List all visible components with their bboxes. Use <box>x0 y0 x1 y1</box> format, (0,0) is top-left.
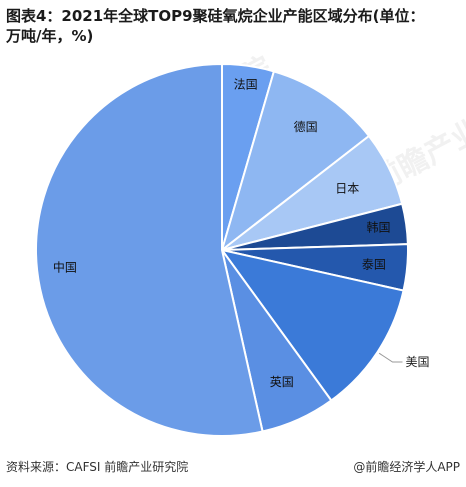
label-leader-line <box>378 352 403 363</box>
brand-credit: @前瞻经济学人APP <box>353 460 460 474</box>
pie-slice <box>220 70 371 253</box>
chart-title: 图表4：2021年全球TOP9聚硅氧烷企业产能区域分布(单位：万吨/年，%) <box>6 7 425 45</box>
slice-label: 德国 <box>294 119 318 134</box>
slice-label: 韩国 <box>367 220 391 235</box>
slice-label: 英国 <box>270 375 294 389</box>
slice-label: 法国 <box>234 77 258 91</box>
slice-label: 美国 <box>406 355 430 369</box>
slice-label: 日本 <box>335 182 359 196</box>
pie-slice <box>219 248 405 402</box>
source-note: 资料来源：CAFSI 前瞻产业研究院 <box>6 460 189 474</box>
pie-slice <box>35 62 264 437</box>
slice-label: 中国 <box>53 259 77 274</box>
slice-label: 泰国 <box>362 257 386 271</box>
